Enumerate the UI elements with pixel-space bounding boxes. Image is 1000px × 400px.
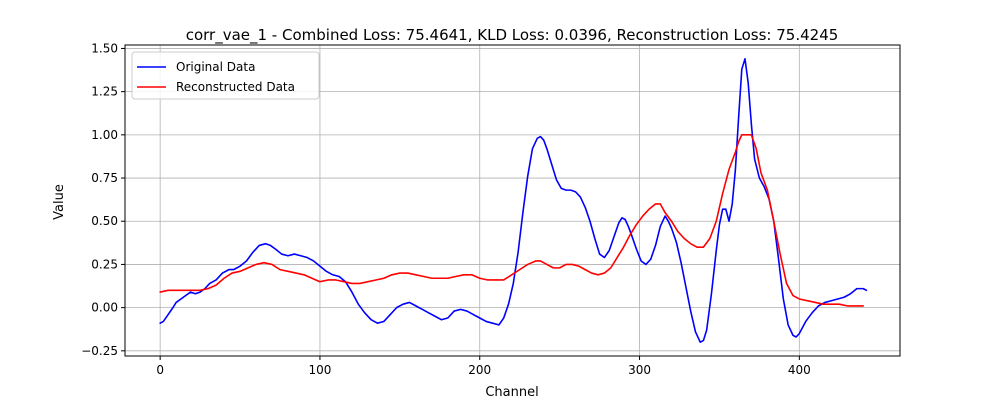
legend: Original Data Reconstructed Data bbox=[131, 51, 320, 100]
y-tick-label: 0.00 bbox=[91, 301, 118, 315]
plot-area-frame bbox=[124, 44, 901, 357]
y-tick-label: 1.00 bbox=[91, 128, 118, 142]
series-lines bbox=[159, 58, 868, 343]
series-line-reconstructed-data bbox=[159, 134, 865, 307]
chart-title: corr_vae_1 - Combined Loss: 75.4641, KLD… bbox=[186, 26, 839, 45]
x-tick-label: 400 bbox=[788, 363, 811, 377]
y-axis-ticks: −0.25 0.00 0.25 0.50 0.75 1.00 1.25 1.50 bbox=[81, 41, 125, 358]
legend-label: Reconstructed Data bbox=[176, 80, 295, 94]
y-tick-label: 1.50 bbox=[91, 41, 118, 55]
y-tick-label: 0.75 bbox=[91, 171, 118, 185]
y-tick-label: 1.25 bbox=[91, 85, 118, 99]
y-tick-label: 0.50 bbox=[91, 214, 118, 228]
series-line-original-data bbox=[159, 58, 868, 343]
x-tick-label: 200 bbox=[468, 363, 491, 377]
x-tick-label: 0 bbox=[156, 363, 164, 377]
y-axis-label: Value bbox=[52, 184, 67, 220]
x-axis-label: Channel bbox=[485, 385, 538, 400]
legend-label: Original Data bbox=[176, 60, 255, 74]
x-tick-label: 300 bbox=[628, 363, 651, 377]
legend-box bbox=[131, 51, 320, 100]
x-axis-ticks: 0 100 200 300 400 bbox=[156, 356, 811, 377]
y-tick-label: −0.25 bbox=[81, 344, 118, 358]
x-tick-label: 100 bbox=[308, 363, 331, 377]
y-tick-label: 0.25 bbox=[91, 257, 118, 271]
